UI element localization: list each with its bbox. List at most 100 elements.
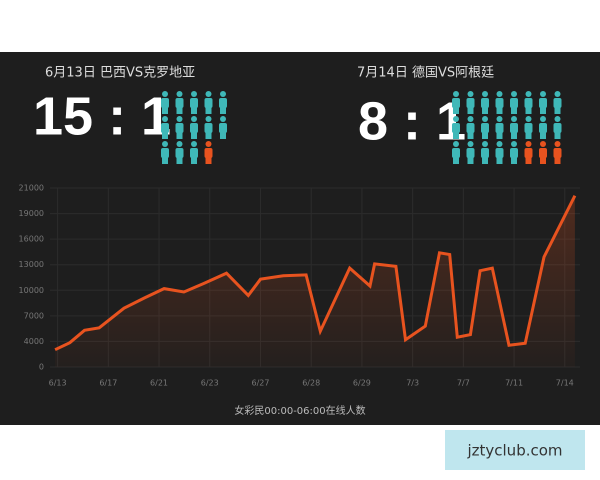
- person-body: [190, 98, 198, 108]
- person-body: [539, 98, 547, 108]
- x-axis-label: 女彩民00:00-06:00在线人数: [234, 404, 365, 417]
- x-tick-label: 6/28: [302, 379, 320, 388]
- person-legs: [205, 132, 212, 139]
- match-caption: 7月14日 德国VS阿根廷: [357, 66, 494, 81]
- person-legs: [554, 107, 561, 114]
- person-legs: [525, 107, 532, 114]
- person-body: [175, 148, 184, 158]
- person-legs: [162, 107, 168, 114]
- person-head: [191, 91, 197, 97]
- person-body: [219, 123, 227, 133]
- person-head: [176, 116, 183, 122]
- person-legs: [482, 107, 488, 114]
- person-body: [204, 148, 213, 158]
- person-body: [204, 123, 213, 133]
- person-legs: [511, 157, 517, 164]
- person-head: [525, 116, 532, 122]
- person-body: [510, 98, 518, 108]
- person-head: [554, 116, 561, 122]
- person-head: [205, 141, 212, 147]
- x-tick-label: 6/13: [49, 379, 67, 388]
- person-head: [525, 141, 532, 147]
- x-tick-label: 6/27: [251, 379, 269, 388]
- person-head: [191, 141, 197, 147]
- person-body: [524, 148, 533, 158]
- person-legs: [176, 107, 183, 114]
- person-body: [219, 98, 227, 108]
- person-head: [525, 91, 532, 97]
- person-head: [220, 91, 226, 97]
- person-body: [452, 98, 460, 108]
- person-head: [540, 141, 546, 147]
- person-body: [510, 123, 518, 133]
- match-score: 15 : 1: [33, 86, 171, 146]
- person-body: [161, 98, 169, 108]
- person-body: [481, 148, 489, 158]
- person-head: [540, 91, 546, 97]
- person-head: [467, 141, 474, 147]
- person-legs: [162, 157, 168, 164]
- person-legs: [511, 132, 517, 139]
- y-tick-label: 7000: [24, 311, 44, 320]
- person-head: [205, 91, 212, 97]
- person-legs: [453, 107, 459, 114]
- person-head: [496, 116, 503, 122]
- match-score: 8 : 1: [358, 91, 466, 151]
- person-legs: [554, 157, 561, 164]
- person-legs: [496, 157, 503, 164]
- person-legs: [191, 157, 197, 164]
- person-body: [539, 148, 547, 158]
- person-body: [190, 148, 198, 158]
- x-tick-label: 7/14: [556, 379, 574, 388]
- y-tick-label: 21000: [19, 184, 44, 193]
- person-body: [466, 123, 475, 133]
- person-legs: [176, 132, 183, 139]
- person-legs: [191, 132, 197, 139]
- person-body: [539, 123, 547, 133]
- person-legs: [191, 107, 197, 114]
- person-head: [191, 116, 197, 122]
- person-head: [467, 116, 474, 122]
- person-body: [161, 123, 169, 133]
- person-body: [524, 123, 533, 133]
- y-tick-label: 0: [39, 363, 44, 372]
- person-body: [495, 123, 504, 133]
- y-tick-label: 13000: [19, 260, 44, 269]
- person-head: [554, 141, 561, 147]
- x-tick-label: 6/29: [353, 379, 371, 388]
- person-legs: [220, 107, 226, 114]
- person-legs: [162, 132, 168, 139]
- person-body: [466, 98, 475, 108]
- person-legs: [220, 132, 226, 139]
- person-head: [540, 116, 546, 122]
- person-legs: [511, 107, 517, 114]
- person-legs: [467, 157, 474, 164]
- match-caption: 6月13日 巴西VS克罗地亚: [45, 66, 195, 81]
- person-head: [496, 91, 503, 97]
- person-legs: [525, 157, 532, 164]
- person-legs: [453, 157, 459, 164]
- icon-grid: [161, 91, 562, 164]
- person-body: [190, 123, 198, 133]
- line-area: [55, 195, 575, 367]
- person-head: [176, 141, 183, 147]
- person-legs: [540, 132, 546, 139]
- person-head: [453, 91, 459, 97]
- person-head: [482, 116, 488, 122]
- person-head: [162, 141, 168, 147]
- line-chart: 0 4000 7000 10000 13000 16000 19000 21000 6/13 6/…: [19, 184, 580, 388]
- person-body: [495, 98, 504, 108]
- person-body: [495, 148, 504, 158]
- person-head: [554, 91, 561, 97]
- person-head: [162, 116, 168, 122]
- person-body: [452, 123, 460, 133]
- person-legs: [496, 107, 503, 114]
- line: [54, 195, 577, 352]
- watermark-box: [445, 430, 585, 470]
- person-legs: [554, 132, 561, 139]
- person-legs: [540, 107, 546, 114]
- person-head: [453, 141, 459, 147]
- person-head: [453, 116, 459, 122]
- person-legs: [205, 107, 212, 114]
